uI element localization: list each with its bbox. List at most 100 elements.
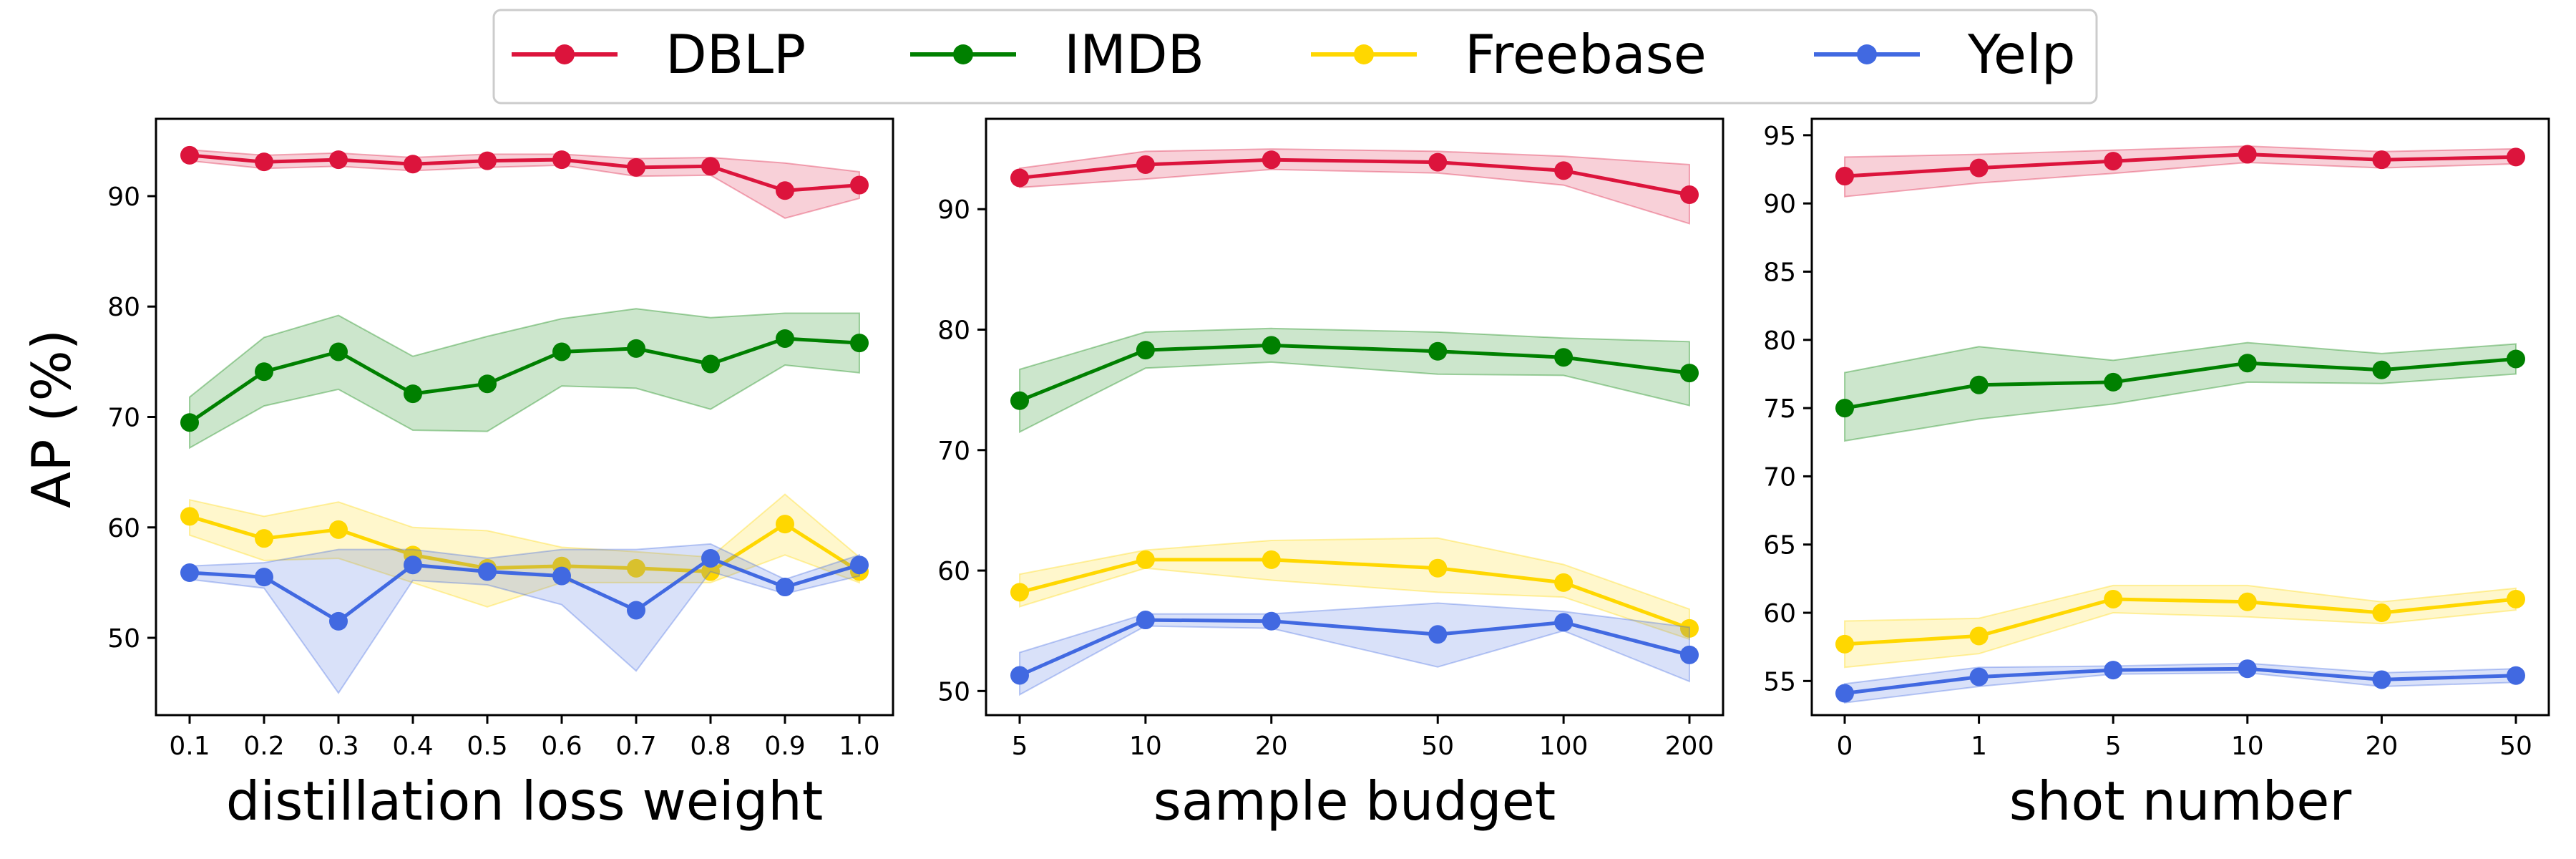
x-tick-label: 0.4 <box>392 732 433 761</box>
point-freebase <box>1835 634 1854 654</box>
point-yelp <box>776 578 794 597</box>
point-imdb <box>2507 349 2525 369</box>
point-freebase <box>701 562 720 581</box>
chart-panels: 0.1 0.2 0.3 0.4 0.5 0.6 0.7 0.8 0.9 1.05060708090… <box>107 117 2550 833</box>
point-freebase <box>255 529 273 548</box>
point-yelp <box>404 555 422 575</box>
point-yelp <box>1010 666 1029 685</box>
series-imdb <box>180 308 869 450</box>
point-dblp <box>1428 152 1448 172</box>
point-imdb <box>776 329 794 348</box>
legend-marker-freebase <box>1354 44 1374 64</box>
band-imdb <box>189 308 860 450</box>
x-tick-label: 0.6 <box>541 732 582 761</box>
y-tick-label: 50 <box>107 624 140 654</box>
x-axis-title: distillation loss weight <box>226 770 824 833</box>
y-tick-label: 70 <box>107 404 140 433</box>
point-dblp <box>180 145 199 165</box>
series-dblp <box>180 145 869 219</box>
y-tick-label: 80 <box>107 293 140 322</box>
point-dblp <box>850 175 869 195</box>
band-imdb <box>1019 327 1690 434</box>
plot-frame <box>985 117 1724 717</box>
x-tick-label: 20 <box>2365 732 2398 761</box>
line-yelp <box>1018 618 1690 677</box>
x-tick-label: 5 <box>1012 732 1028 761</box>
point-freebase <box>1010 583 1029 602</box>
point-dblp <box>1136 155 1155 174</box>
point-imdb <box>701 354 720 374</box>
legend-label-freebase: Freebase <box>1465 23 1707 86</box>
line-yelp <box>1844 666 2517 695</box>
plot-frame <box>1810 117 2550 717</box>
band-yelp <box>189 543 860 694</box>
x-tick-label: 0 <box>1837 732 1853 761</box>
band-yelp <box>1019 602 1690 697</box>
point-yelp <box>552 566 571 586</box>
point-yelp <box>478 562 497 581</box>
point-freebase <box>2238 592 2257 611</box>
point-yelp <box>255 568 273 587</box>
y-tick-label: 80 <box>1763 326 1796 356</box>
point-yelp <box>1969 667 1989 686</box>
point-dblp <box>1835 167 1854 186</box>
series-dblp <box>1835 145 2525 198</box>
line-imdb <box>188 336 860 424</box>
point-imdb <box>255 362 273 382</box>
point-freebase <box>1969 626 1989 646</box>
legend-marker-yelp <box>1857 44 1877 64</box>
point-dblp <box>329 150 348 170</box>
point-yelp <box>1136 611 1155 630</box>
point-freebase <box>180 507 199 526</box>
point-dblp <box>1969 158 1989 178</box>
line-freebase <box>1844 597 2517 646</box>
line-yelp <box>189 556 860 623</box>
point-dblp <box>776 181 794 200</box>
point-dblp <box>627 157 645 177</box>
y-tick-label: 70 <box>1763 462 1796 492</box>
point-imdb <box>1428 341 1448 361</box>
point-freebase <box>776 515 794 534</box>
x-tick-label: 10 <box>1129 732 1162 761</box>
x-tick-label: 1 <box>1971 732 1987 761</box>
point-freebase <box>1262 550 1281 569</box>
x-tick-label: 0.3 <box>318 732 358 761</box>
point-freebase <box>329 520 348 539</box>
point-yelp <box>2238 659 2257 679</box>
series-imdb <box>1010 327 1699 434</box>
x-tick-label: 50 <box>1421 732 1454 761</box>
y-tick-label: 80 <box>937 316 970 345</box>
point-yelp <box>701 548 720 568</box>
point-freebase <box>2507 589 2525 608</box>
line-freebase <box>189 514 861 573</box>
point-yelp <box>180 563 199 583</box>
point-imdb <box>1835 399 1854 418</box>
point-dblp <box>2507 147 2525 167</box>
point-imdb <box>1010 391 1029 410</box>
point-freebase <box>1136 550 1155 569</box>
legend-label-dblp: DBLP <box>665 23 806 86</box>
series-freebase <box>1835 584 2525 669</box>
y-tick-label: 90 <box>107 183 140 212</box>
point-yelp <box>2104 661 2123 680</box>
x-tick-label: 0.7 <box>615 732 656 761</box>
point-dblp <box>478 151 497 170</box>
y-tick-label: 50 <box>937 677 970 707</box>
x-tick-label: 10 <box>2231 732 2264 761</box>
x-tick-label: 100 <box>1539 732 1589 761</box>
point-yelp <box>1262 611 1281 631</box>
series-yelp <box>1010 602 1699 697</box>
point-imdb <box>627 339 645 358</box>
point-yelp <box>1428 625 1448 644</box>
y-tick-label: 85 <box>1763 258 1796 287</box>
point-imdb <box>404 384 422 404</box>
x-tick-label: 200 <box>1665 732 1714 761</box>
point-yelp <box>1554 613 1574 632</box>
y-tick-label: 55 <box>1763 667 1796 697</box>
point-imdb <box>329 342 348 361</box>
point-imdb <box>1136 341 1155 360</box>
series-dblp <box>1010 148 1699 225</box>
point-imdb <box>552 342 571 361</box>
line-dblp <box>1844 152 2517 178</box>
